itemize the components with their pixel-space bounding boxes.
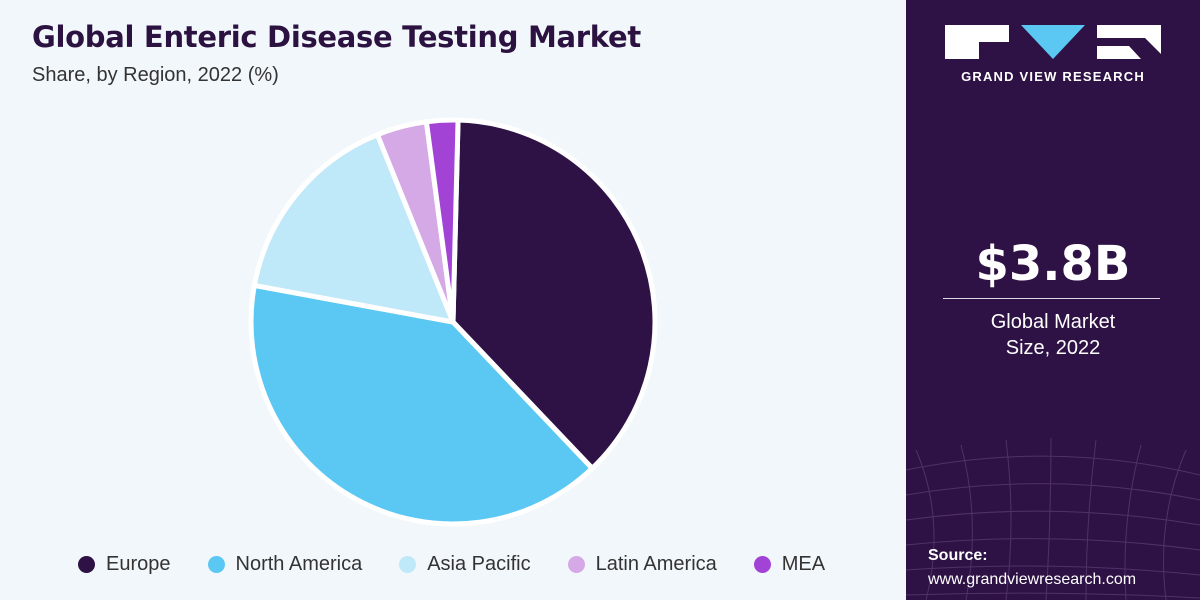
chart-legend: Europe North America Asia Pacific Latin … <box>78 553 862 576</box>
chart-title: Global Enteric Disease Testing Market <box>32 20 641 54</box>
legend-item-asia-pacific: Asia Pacific <box>399 553 531 576</box>
pie-slice-asia-pacific <box>251 132 456 325</box>
chart-subtitle: Share, by Region, 2022 (%) <box>32 64 279 86</box>
legend-item-europe: Europe <box>78 553 171 576</box>
source-url[interactable]: www.grandviewresearch.com <box>928 571 1137 588</box>
legend-swatch-latin-america <box>567 556 585 573</box>
pie-slice-north-america <box>248 282 595 527</box>
market-size-label: Global Market Size, 2022 <box>906 309 1200 361</box>
legend-item-latin-america: Latin America <box>567 553 717 576</box>
brand-block: GRAND VIEW RESEARCH <box>906 24 1200 84</box>
pie-chart <box>248 117 658 527</box>
legend-label-europe: Europe <box>106 553 171 575</box>
legend-label-latin-america: Latin America <box>595 553 717 575</box>
market-size-value: $3.8B <box>975 236 1131 292</box>
legend-label-asia-pacific: Asia Pacific <box>427 553 531 575</box>
legend-swatch-north-america <box>207 556 225 573</box>
market-size-label-text: Global Market Size, 2022 <box>990 311 1116 359</box>
legend-item-mea: MEA <box>753 553 826 576</box>
legend-swatch-asia-pacific <box>399 556 417 573</box>
legend-swatch-europe <box>78 556 95 573</box>
legend-label-north-america: North America <box>235 553 363 575</box>
legend-swatch-mea <box>753 556 771 573</box>
legend-item-north-america: North America <box>207 553 363 576</box>
chart-panel: Global Enteric Disease Testing Market Sh… <box>32 20 862 576</box>
pie-slice-mea <box>423 117 461 325</box>
pie-slice-europe <box>450 117 658 471</box>
brand-name: GRAND VIEW RESEARCH <box>961 69 1145 84</box>
decorative-grid-background <box>906 437 1200 600</box>
source-label: Source: <box>928 547 988 564</box>
sidebar-panel: GRAND VIEW RESEARCH $3.8B Global Market … <box>906 0 1200 600</box>
source-block: Source: www.grandviewresearch.com <box>928 544 1136 592</box>
legend-label-mea: MEA <box>781 553 826 575</box>
gvr-logo-icon <box>945 25 1161 59</box>
kpi-divider <box>943 298 1160 299</box>
